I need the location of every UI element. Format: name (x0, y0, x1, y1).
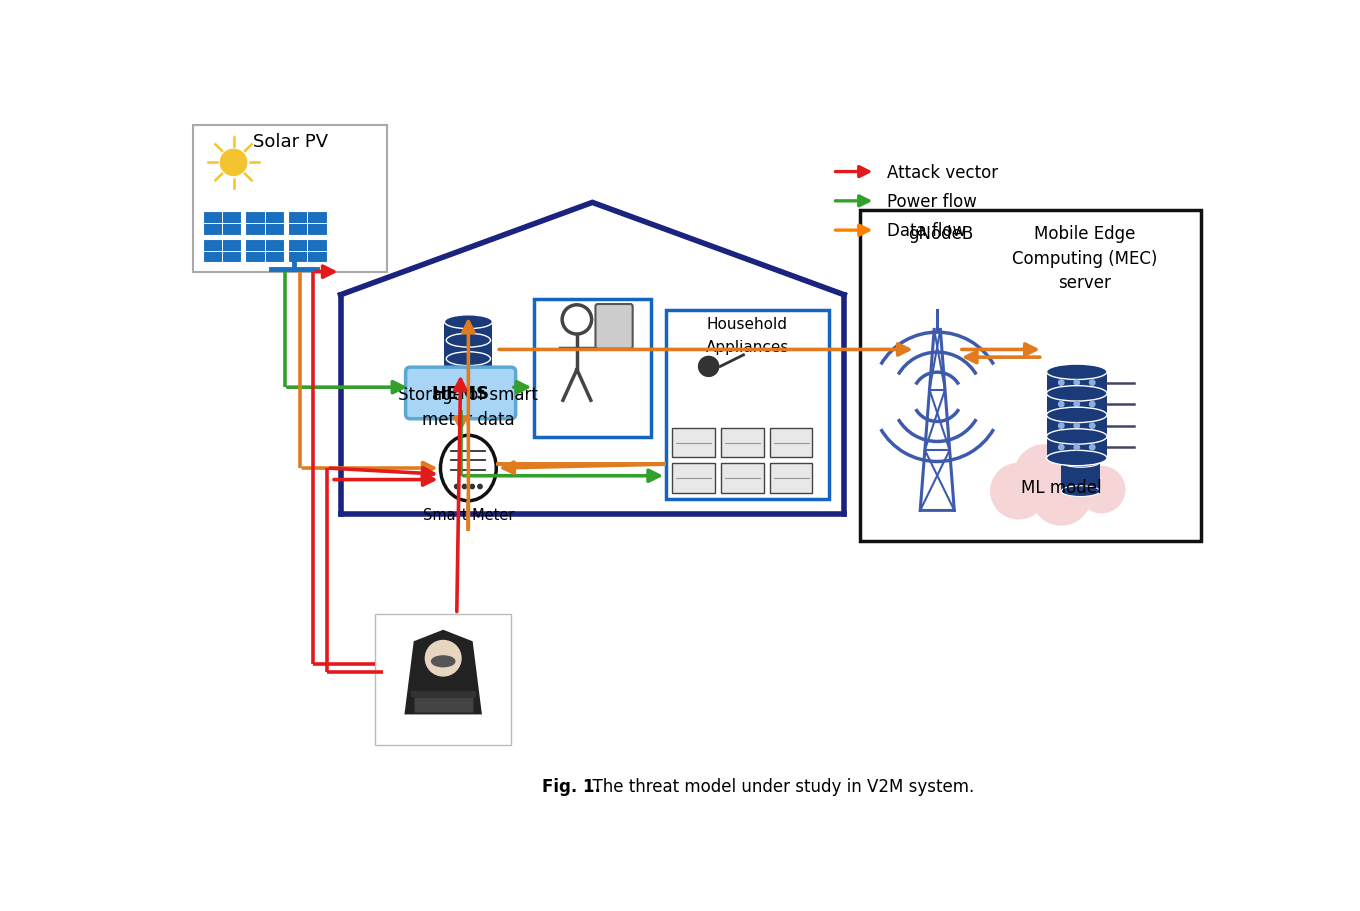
Ellipse shape (446, 334, 491, 348)
Circle shape (1078, 467, 1125, 513)
Circle shape (990, 464, 1047, 519)
FancyBboxPatch shape (245, 240, 284, 263)
Text: HEMS: HEMS (431, 384, 490, 403)
Polygon shape (1061, 463, 1100, 492)
Ellipse shape (1047, 451, 1107, 466)
FancyBboxPatch shape (203, 240, 241, 263)
Text: Solar PV: Solar PV (253, 132, 328, 150)
Ellipse shape (1061, 486, 1100, 497)
Circle shape (1089, 424, 1095, 429)
Circle shape (1058, 445, 1064, 450)
FancyBboxPatch shape (193, 127, 388, 272)
FancyBboxPatch shape (666, 311, 828, 499)
FancyBboxPatch shape (860, 210, 1201, 541)
Ellipse shape (431, 656, 454, 667)
Circle shape (1074, 424, 1080, 429)
Circle shape (1032, 467, 1091, 526)
Text: Computing (MEC): Computing (MEC) (1012, 250, 1157, 267)
Polygon shape (404, 630, 481, 714)
Circle shape (1058, 424, 1064, 429)
FancyBboxPatch shape (721, 428, 764, 457)
FancyBboxPatch shape (672, 428, 715, 457)
Text: Smart Meter: Smart Meter (423, 507, 514, 522)
Text: ML model: ML model (1021, 478, 1102, 496)
Ellipse shape (1047, 429, 1107, 445)
Circle shape (699, 357, 718, 377)
Circle shape (462, 485, 466, 489)
FancyBboxPatch shape (770, 464, 812, 493)
FancyBboxPatch shape (770, 428, 812, 457)
FancyBboxPatch shape (596, 304, 632, 349)
FancyBboxPatch shape (245, 211, 284, 235)
Text: Power flow: Power flow (887, 192, 976, 210)
FancyBboxPatch shape (288, 211, 326, 235)
Circle shape (220, 150, 246, 176)
Circle shape (426, 640, 461, 676)
FancyBboxPatch shape (413, 697, 473, 712)
Polygon shape (1047, 373, 1107, 394)
FancyBboxPatch shape (203, 211, 241, 235)
Text: Appliances: Appliances (706, 340, 789, 355)
FancyBboxPatch shape (721, 464, 764, 493)
Ellipse shape (1047, 386, 1107, 402)
Polygon shape (1047, 394, 1107, 415)
Circle shape (1058, 381, 1064, 386)
Text: meter data: meter data (422, 410, 514, 428)
Circle shape (1074, 381, 1080, 386)
Ellipse shape (445, 371, 492, 384)
FancyBboxPatch shape (288, 240, 326, 263)
Ellipse shape (446, 353, 491, 366)
Circle shape (1074, 445, 1080, 450)
Circle shape (454, 485, 458, 489)
Polygon shape (1047, 437, 1107, 458)
Circle shape (1089, 445, 1095, 450)
Ellipse shape (1047, 408, 1107, 423)
FancyBboxPatch shape (672, 464, 715, 493)
Ellipse shape (1047, 364, 1107, 380)
FancyBboxPatch shape (375, 615, 511, 745)
Circle shape (1089, 402, 1095, 407)
Text: Attack vector: Attack vector (887, 163, 998, 181)
Text: The threat model under study in V2M system.: The threat model under study in V2M syst… (582, 777, 975, 795)
FancyBboxPatch shape (405, 368, 515, 419)
Text: Mobile Edge: Mobile Edge (1034, 225, 1136, 242)
Text: Data flow: Data flow (887, 222, 966, 240)
Circle shape (1050, 451, 1100, 502)
Circle shape (1015, 445, 1073, 504)
Ellipse shape (445, 315, 492, 329)
FancyBboxPatch shape (534, 300, 650, 438)
Text: gNodeB: gNodeB (908, 225, 974, 242)
Polygon shape (1047, 415, 1107, 437)
Circle shape (1058, 402, 1064, 407)
Circle shape (1089, 381, 1095, 386)
Text: Fig. 1.: Fig. 1. (543, 777, 601, 795)
Ellipse shape (441, 435, 496, 501)
Polygon shape (445, 322, 492, 378)
Text: Storage of smart: Storage of smart (398, 385, 539, 404)
FancyBboxPatch shape (411, 691, 476, 697)
Circle shape (477, 485, 483, 489)
Ellipse shape (1061, 457, 1100, 467)
Circle shape (1074, 402, 1080, 407)
Circle shape (471, 485, 475, 489)
Text: Household: Household (707, 317, 787, 332)
Text: server: server (1058, 274, 1111, 292)
